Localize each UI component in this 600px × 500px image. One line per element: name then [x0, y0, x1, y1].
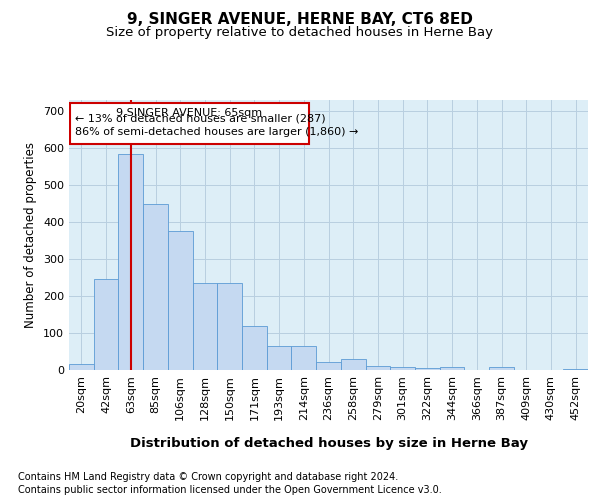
Bar [217, 283, 242, 370]
FancyBboxPatch shape [70, 103, 309, 144]
Text: Size of property relative to detached houses in Herne Bay: Size of property relative to detached ho… [107, 26, 493, 39]
Bar [440, 367, 464, 370]
Bar [118, 154, 143, 370]
Bar [94, 280, 118, 370]
Bar [316, 362, 341, 370]
Text: Distribution of detached houses by size in Herne Bay: Distribution of detached houses by size … [130, 438, 528, 450]
Bar [242, 326, 267, 370]
Text: Contains public sector information licensed under the Open Government Licence v3: Contains public sector information licen… [18, 485, 442, 495]
Y-axis label: Number of detached properties: Number of detached properties [25, 142, 37, 328]
Bar [168, 232, 193, 370]
Text: Contains HM Land Registry data © Crown copyright and database right 2024.: Contains HM Land Registry data © Crown c… [18, 472, 398, 482]
Bar [489, 367, 514, 370]
Bar [563, 369, 588, 370]
Text: 9 SINGER AVENUE: 65sqm: 9 SINGER AVENUE: 65sqm [116, 108, 263, 118]
Bar [193, 283, 217, 370]
Bar [69, 364, 94, 370]
Bar [341, 359, 365, 370]
Bar [415, 368, 440, 370]
Bar [143, 204, 168, 370]
Bar [365, 366, 390, 370]
Text: 86% of semi-detached houses are larger (1,860) →: 86% of semi-detached houses are larger (… [75, 127, 359, 137]
Bar [292, 346, 316, 370]
Text: ← 13% of detached houses are smaller (287): ← 13% of detached houses are smaller (28… [75, 114, 326, 124]
Text: 9, SINGER AVENUE, HERNE BAY, CT6 8ED: 9, SINGER AVENUE, HERNE BAY, CT6 8ED [127, 12, 473, 28]
Bar [390, 366, 415, 370]
Bar [267, 346, 292, 370]
